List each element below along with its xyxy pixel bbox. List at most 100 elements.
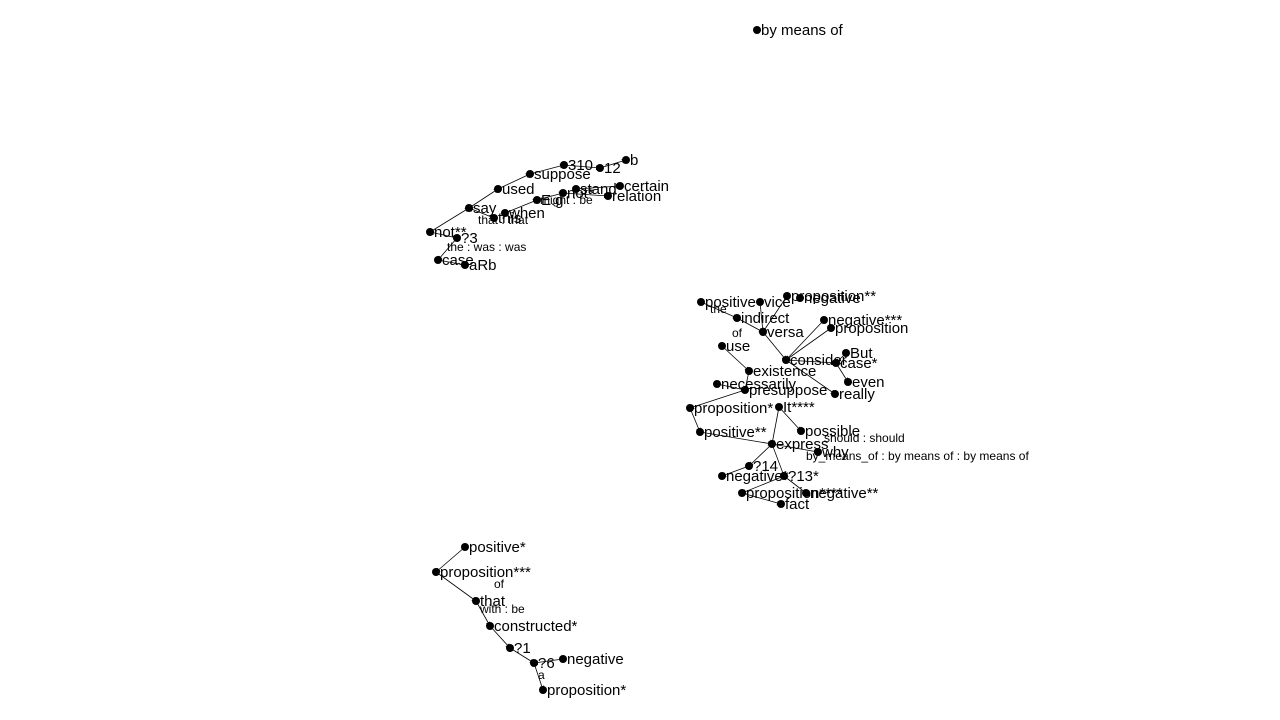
node-dot: [842, 349, 850, 357]
node-label: ?6: [538, 655, 555, 672]
node-dot: [782, 356, 790, 364]
graph-edge: [689, 407, 701, 433]
node-dot: [696, 428, 704, 436]
graph-edge: [599, 158, 627, 169]
graph-node: that: [472, 593, 506, 610]
node-label: vice: [764, 294, 791, 311]
node-dot: [756, 298, 764, 306]
graph-edge: [741, 475, 785, 494]
graph-node: constructed*: [486, 618, 578, 635]
node-dot: [733, 314, 741, 322]
edge-label: of: [494, 577, 505, 591]
graph-edge: [783, 475, 807, 494]
node-dot: [559, 655, 567, 663]
graph-node: suppose: [526, 166, 591, 183]
graph-edge: [778, 406, 802, 432]
node-dot: [472, 597, 480, 605]
graph-node: say: [465, 200, 497, 217]
node-label: really: [839, 386, 875, 403]
node-label: ?3: [461, 230, 478, 247]
graph-edge: [435, 546, 466, 573]
graph-node: proposition*: [539, 682, 626, 699]
graph-edge: [529, 163, 565, 175]
graph-node: why: [814, 444, 849, 461]
node-dot: [686, 404, 694, 412]
node-dot: [844, 378, 852, 386]
graph-node: possible: [797, 423, 860, 440]
graph-edge: [689, 389, 746, 410]
node-dot: [559, 189, 567, 197]
graph-edge: [785, 359, 837, 366]
graph-node: by means of: [753, 22, 844, 39]
node-dot: [596, 164, 604, 172]
graph-node: negative*: [718, 468, 789, 485]
graph-edge: [504, 199, 538, 214]
node-label: 12: [604, 160, 621, 177]
graph-node: presuppose: [741, 382, 827, 399]
node-label: possible: [805, 423, 860, 440]
node-label: But: [850, 345, 873, 362]
node-label: relation: [612, 188, 661, 205]
node-dot: [432, 568, 440, 576]
node-dot: [832, 359, 840, 367]
node-label: 310: [568, 157, 593, 174]
node-label: proposition***: [440, 564, 531, 581]
node-dot: [797, 427, 805, 435]
node-label: existence: [753, 363, 816, 380]
node-dot: [777, 500, 785, 508]
graph-node: ?3: [453, 230, 478, 247]
graph-node: used: [494, 181, 535, 198]
graph-edge: [533, 662, 545, 691]
graph-node: stand: [572, 181, 617, 198]
graph-node: necessarily: [713, 376, 797, 393]
node-label: this: [498, 210, 521, 227]
node-dot: [465, 204, 473, 212]
node-label: proposition*: [694, 400, 773, 417]
graph-edge: [497, 173, 531, 190]
node-dot: [768, 440, 776, 448]
graph-node: proposition**: [783, 288, 876, 305]
node-dot: [796, 294, 804, 302]
graph-edge: [475, 600, 491, 627]
node-label: positive**: [704, 424, 767, 441]
graph-node: certain: [616, 178, 669, 195]
node-dot: [434, 256, 442, 264]
node-dot: [426, 228, 434, 236]
graph-node: It****: [775, 399, 815, 416]
node-dot: [533, 196, 541, 204]
graph-edge: [468, 207, 495, 219]
graph-edge: [533, 658, 564, 665]
graph-edge: [771, 443, 785, 477]
graph-node: vice: [756, 294, 791, 311]
node-label: It****: [783, 399, 815, 416]
graph-edge: [435, 571, 477, 602]
edge-label: of: [732, 326, 743, 340]
graph-edge: [489, 625, 511, 649]
node-dot: [783, 292, 791, 300]
graph-node: 12: [596, 160, 621, 177]
graph-edge: [509, 647, 535, 664]
graph-node: express: [768, 436, 829, 453]
graph-edge: [785, 319, 825, 361]
node-label: negative**: [810, 485, 879, 502]
node-label: constructed*: [494, 618, 578, 635]
node-label: when: [508, 205, 545, 222]
node-label: positive*: [469, 539, 526, 556]
node-dot: [486, 622, 494, 630]
edge-label: the: [710, 302, 727, 316]
graph-node: proposition***: [432, 564, 531, 581]
graph-edge: [429, 230, 458, 239]
graph-node: negative: [796, 290, 861, 307]
node-dot: [820, 316, 828, 324]
node-dot: [697, 298, 705, 306]
node-label: even: [852, 374, 885, 391]
node-label: negative: [804, 290, 861, 307]
node-label: that: [480, 593, 506, 610]
node-dot: [526, 170, 534, 178]
edge-label: by_means_of : by means of : by means of: [806, 449, 1029, 463]
node-label: positive: [705, 294, 756, 311]
edge-label: might : be: [540, 193, 593, 207]
node-label: versa: [767, 324, 804, 341]
